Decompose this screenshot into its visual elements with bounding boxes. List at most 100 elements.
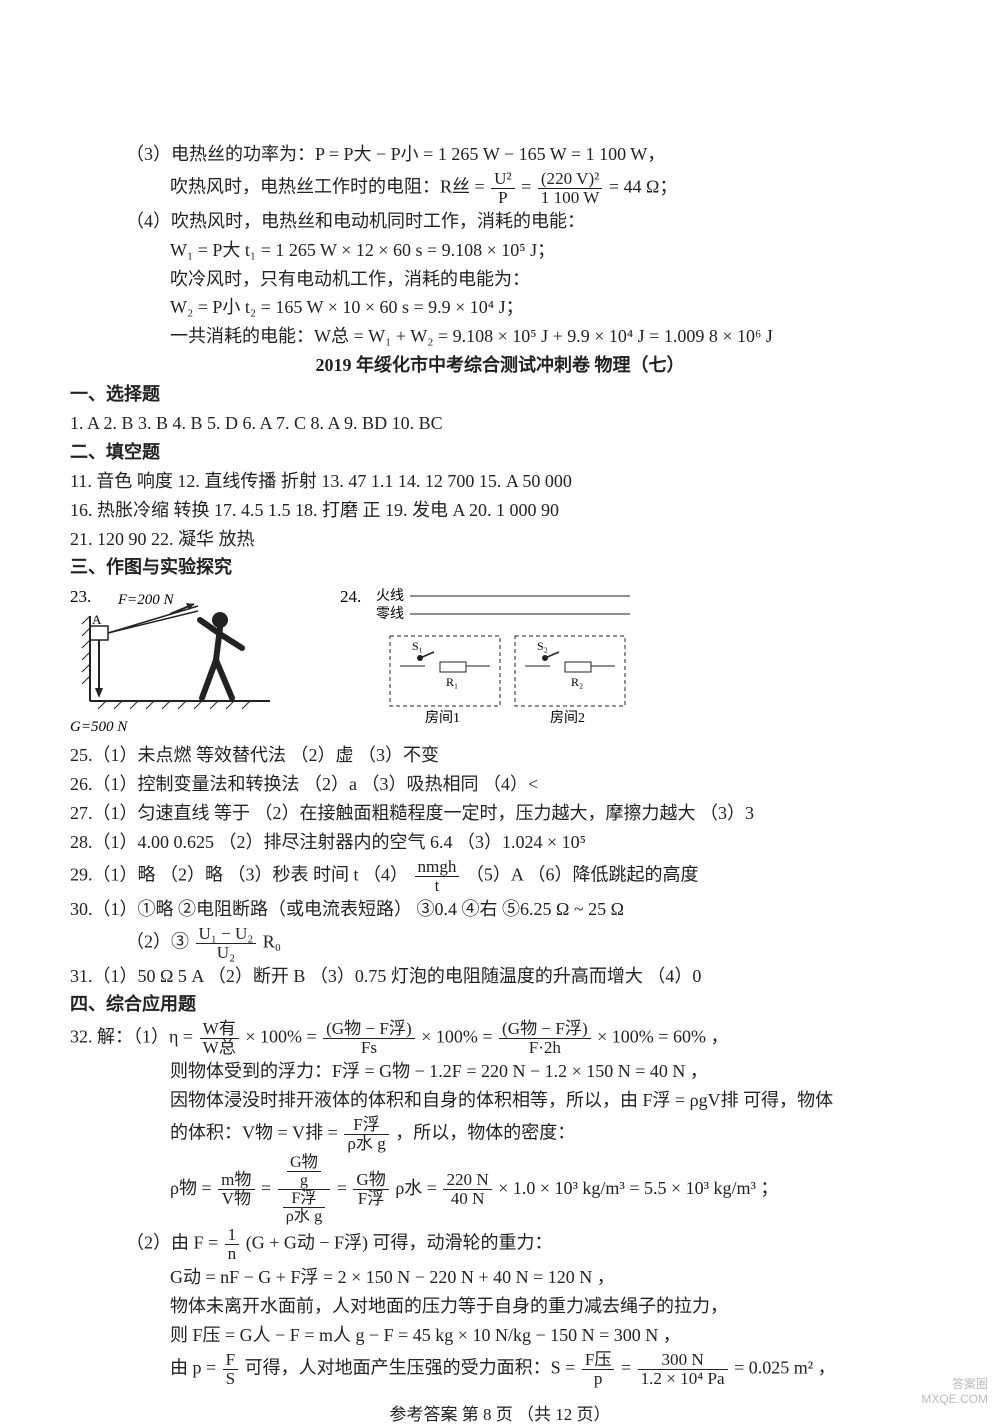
exam-title: 2019 年绥化市中考综合测试冲刺卷 物理（七） — [70, 352, 930, 380]
d: F浮ρ水 g — [278, 1190, 331, 1225]
t: 32. 解：（1）η = — [70, 1027, 198, 1047]
section-2-l3: 21. 120 90 22. 凝华 放热 — [70, 526, 930, 554]
num: nmgh — [415, 858, 460, 877]
watermark-bot: MXQE.COM — [921, 1392, 988, 1406]
d: Fs — [323, 1039, 415, 1057]
section-1-answers: 1. A 2. B 3. B 4. B 5. D 6. A 7. C 8. A … — [70, 410, 930, 438]
d: 1.2 × 10⁴ Pa — [638, 1370, 728, 1388]
q30-l1: 30.（1）①略 ②电阻断路（或电流表短路） ③0.4 ④右 ⑤6.25 Ω ~… — [70, 896, 930, 924]
t: = — [261, 1178, 276, 1198]
t: （2）由 F = — [126, 1233, 223, 1253]
n: (G物 − F浮) — [323, 1020, 415, 1039]
num: U₁ − U₂ — [196, 925, 257, 944]
den: 1 100 W — [538, 189, 603, 207]
figure-row: 23. F=200 N A — [70, 586, 930, 736]
frac-220: (220 V)² 1 100 W — [538, 170, 603, 207]
n: 220 N — [443, 1171, 491, 1190]
q30-l2: （2）③ U₁ − U₂ U₂ R₀ — [70, 925, 930, 962]
q32-l6: （2）由 F = 1n (G + G动 − F浮) 可得，动滑轮的重力： — [70, 1226, 930, 1263]
q26: 26.（1）控制变量法和转换法 （2）a （3）吸热相同 （4）< — [70, 771, 930, 799]
q27: 27.（1）匀速直线 等于 （2）在接触面粗糙程度一定时，压力越大，摩擦力越大 … — [70, 800, 930, 828]
n: G物 — [287, 1154, 321, 1172]
section-1-title: 一、选择题 — [70, 381, 930, 409]
n: F浮 — [283, 1190, 326, 1208]
q29-pre: 29.（1）略 （2）略 （3）秒表 时间 t （4） — [70, 864, 408, 884]
figure-23: 23. F=200 N A — [70, 586, 280, 736]
f: m物V物 — [218, 1171, 254, 1208]
f: (G物 − F浮)Fs — [323, 1020, 415, 1057]
compound-frac: G物g F浮ρ水 g — [278, 1154, 331, 1225]
n: m物 — [218, 1171, 254, 1190]
t: ρ物 = — [170, 1178, 216, 1198]
q28: 28.（1）4.00 0.625 （2）排尽注射器内的空气 6.4 （3）1.0… — [70, 829, 930, 857]
d: p — [582, 1370, 615, 1388]
q32-l8: 物体未离开水面前，人对地面的压力等于自身的重力减去绳子的拉力， — [70, 1293, 930, 1321]
svg-text:S₁: S₁ — [412, 639, 423, 653]
den: U₂ — [196, 944, 257, 962]
sol3-line1: （3）电热丝的功率为：P = P大 − P小 = 1 265 W − 165 W… — [70, 141, 930, 169]
fig23-A: A — [92, 612, 102, 627]
sol4-line1: （4）吹热风时，电热丝和电动机同时工作，消耗的电能： — [70, 208, 930, 236]
t: = 0.025 m² ， — [734, 1357, 836, 1377]
sol3-l2-post: = 44 Ω； — [609, 176, 678, 196]
t: × 100% = — [421, 1027, 497, 1047]
svg-text:R₂: R₂ — [571, 675, 583, 689]
sol3-l2-mid: = — [521, 176, 536, 196]
page-footer: 参考答案 第 8 页 （共 12 页） — [70, 1402, 930, 1428]
q25: 25.（1）未点燃 等效替代法 （2）虚 （3）不变 — [70, 742, 930, 770]
n: G物g — [278, 1154, 331, 1190]
n: F — [223, 1351, 239, 1370]
t: 可得，人对地面产生压强的受力面积：S = — [245, 1357, 580, 1377]
section-2-l1: 11. 音色 响度 12. 直线传播 折射 13. 47 1.1 14. 12 … — [70, 468, 930, 496]
sol4-line3: 吹冷风时，只有电动机工作，消耗的电能为： — [70, 266, 930, 294]
q32-l2: 则物体受到的浮力：F浮 = G物 − 1.2F = 220 N − 1.2 × … — [70, 1058, 930, 1086]
sol4-line2: W₁ = P大 t₁ = 1 265 W × 12 × 60 s = 9.108… — [70, 237, 930, 265]
sol4-line5: 一共消耗的电能：W总 = W₁ + W₂ = 9.108 × 10⁵ J + 9… — [70, 323, 930, 351]
t: ρ水 = — [395, 1178, 441, 1198]
q32-l4: 的体积：V物 = V排 = F浮ρ水 g ，所以，物体的密度： — [70, 1116, 930, 1153]
t: × 100% = — [245, 1027, 321, 1047]
q30-l2-post: R₀ — [263, 931, 281, 951]
section-2-l2: 16. 热胀冷缩 转换 17. 4.5 1.5 18. 打磨 正 19. 发电 … — [70, 497, 930, 525]
svg-text:R₁: R₁ — [446, 675, 458, 689]
d: ρ水 g — [344, 1135, 388, 1153]
q31: 31.（1）50 Ω 5 A （2）断开 B （3）0.75 灯泡的电阻随温度的… — [70, 963, 930, 991]
d: 40 N — [443, 1190, 491, 1208]
fig24-fire: 火线 — [376, 588, 404, 604]
num: U² — [491, 170, 514, 189]
section-4-title: 四、综合应用题 — [70, 991, 930, 1019]
sol4-line4: W₂ = P小 t₂ = 165 W × 10 × 60 s = 9.9 × 1… — [70, 294, 930, 322]
q32-l3: 因物体浸没时排开液体的体积和自身的体积相等，所以，由 F浮 = ρgV排 可得，… — [70, 1087, 930, 1115]
d: F浮 — [353, 1190, 388, 1208]
f: 1n — [225, 1226, 240, 1263]
watermark: 答案圈 MXQE.COM — [921, 1377, 988, 1406]
fig23-label: 23. — [70, 587, 91, 606]
f: W有W总 — [200, 1020, 239, 1057]
q29-frac: nmgh t — [415, 858, 460, 895]
t: = — [337, 1178, 352, 1198]
fig23-F: F=200 N — [117, 592, 175, 608]
t: × 100% = 60% ， — [597, 1027, 728, 1047]
den: t — [415, 877, 460, 895]
q32-l5: ρ物 = m物V物 = G物g F浮ρ水 g = G物F浮 ρ水 = 220 N… — [70, 1154, 930, 1225]
f: 220 N40 N — [443, 1171, 491, 1208]
d: F·2h — [499, 1039, 591, 1057]
f: F压p — [582, 1351, 615, 1388]
d: V物 — [218, 1190, 254, 1208]
d: S — [223, 1370, 239, 1388]
q30-l2-pre: （2）③ — [126, 931, 189, 951]
fig24-label: 24. — [340, 587, 361, 606]
t: 由 p = — [170, 1357, 221, 1377]
frac-u2-p: U² P — [491, 170, 514, 207]
q32-l7: G动 = nF − G + F浮 = 2 × 150 N − 220 N + 4… — [70, 1264, 930, 1292]
q30-frac: U₁ − U₂ U₂ — [196, 925, 257, 962]
svg-text:S₂: S₂ — [537, 639, 548, 653]
q32-l1: 32. 解：（1）η = W有W总 × 100% = (G物 − F浮)Fs ×… — [70, 1020, 930, 1057]
section-2-title: 二、填空题 — [70, 439, 930, 467]
sol3-l2-pre: 吹热风时，电热丝工作时的电阻：R丝 = — [170, 176, 489, 196]
fig24-room2: 房间2 — [550, 710, 585, 726]
n: F压 — [582, 1351, 615, 1370]
num: (220 V)² — [538, 170, 603, 189]
n: G物 — [353, 1171, 388, 1190]
t: = — [621, 1357, 636, 1377]
